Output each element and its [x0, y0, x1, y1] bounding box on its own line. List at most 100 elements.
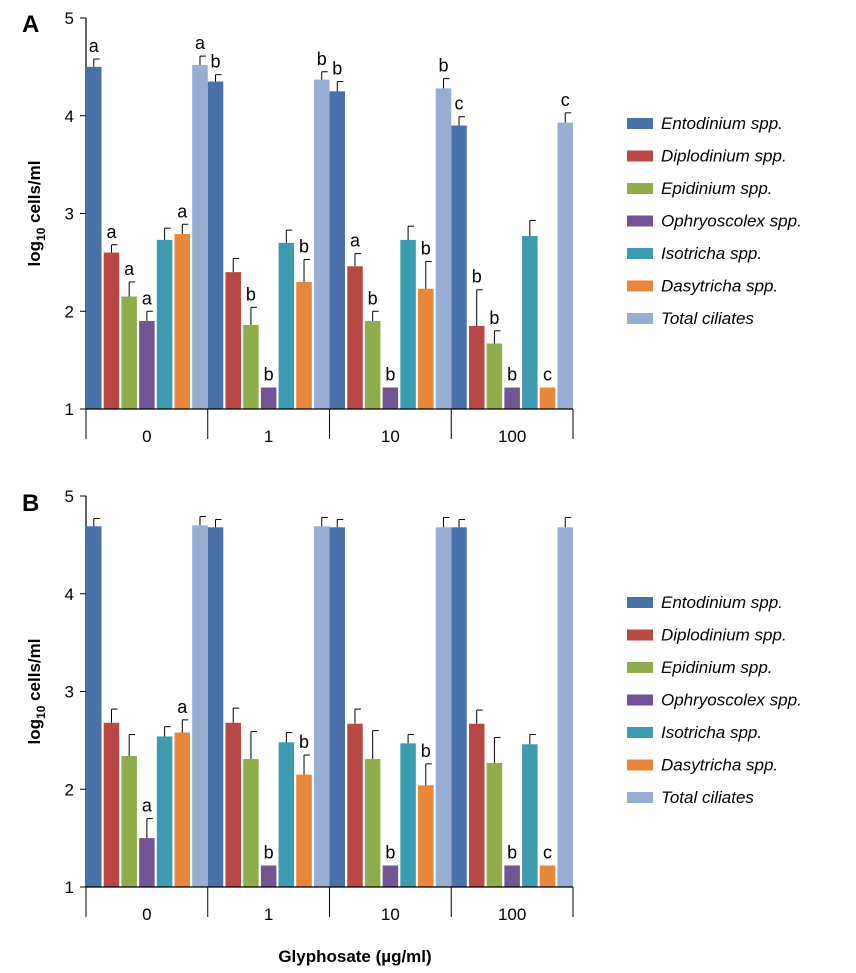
significance-label: a	[142, 796, 153, 816]
bar	[539, 387, 556, 409]
significance-label: a	[350, 231, 361, 251]
legend-swatch	[627, 694, 653, 706]
legend-swatch	[627, 183, 653, 194]
y-tick-label: 5	[65, 9, 74, 28]
bar	[329, 91, 346, 409]
significance-label: b	[317, 49, 327, 69]
significance-label: c	[543, 364, 552, 384]
bar	[435, 88, 452, 409]
legend-swatch	[627, 597, 653, 608]
bar	[522, 235, 538, 409]
y-tick-label: 2	[65, 780, 74, 799]
y-axis-label-rest: cells/ml	[25, 161, 44, 228]
bar	[486, 762, 503, 887]
y-axis-label-sub: 10	[34, 705, 48, 719]
bar	[504, 387, 520, 409]
legend-swatch	[627, 629, 653, 641]
significance-label: b	[299, 732, 309, 752]
bar	[207, 81, 224, 409]
bar	[156, 736, 173, 887]
bar	[400, 239, 416, 409]
bar	[557, 122, 573, 409]
bar	[347, 723, 363, 887]
bar	[313, 79, 330, 410]
significance-label: a	[177, 201, 188, 221]
x-tick-label: 100	[498, 427, 526, 446]
significance-label: b	[472, 267, 482, 287]
bar	[192, 525, 208, 887]
significance-label: a	[142, 288, 153, 308]
y-tick-label: 1	[65, 878, 74, 897]
legend-label: Total ciliates	[661, 309, 754, 328]
legend-label: Dasytricha spp.	[661, 277, 778, 296]
bar	[121, 756, 137, 887]
x-tick-label: 100	[498, 905, 526, 924]
bar	[329, 527, 346, 887]
bar	[451, 527, 467, 887]
legend-label: Ophryoscolex spp.	[661, 691, 802, 710]
significance-label: b	[421, 238, 431, 258]
significance-label: b	[264, 842, 274, 862]
significance-label: b	[489, 308, 499, 328]
significance-label: b	[211, 52, 221, 72]
significance-label: c	[561, 90, 570, 110]
legend-swatch	[627, 118, 653, 129]
legend-label: Epidinium spp.	[661, 179, 773, 198]
significance-label: b	[246, 284, 256, 304]
legend-swatch	[627, 662, 653, 673]
x-tick-label: 0	[142, 427, 151, 446]
legend-swatch	[627, 313, 653, 324]
bar	[192, 64, 208, 410]
bar	[243, 324, 259, 409]
bar	[121, 296, 137, 409]
bar	[174, 234, 191, 409]
bar	[86, 526, 102, 887]
legend-swatch	[627, 792, 653, 803]
bar	[468, 325, 485, 409]
y-tick-label: 4	[65, 585, 74, 604]
bar	[400, 743, 416, 887]
bar	[156, 239, 173, 409]
bar	[539, 865, 556, 887]
y-tick-label: 2	[65, 302, 74, 321]
bar	[243, 758, 259, 887]
y-axis-label: log10 cells/ml	[25, 639, 48, 745]
y-axis-label: log10 cells/ml	[25, 161, 48, 267]
bar	[418, 288, 434, 409]
bar	[522, 744, 538, 887]
y-axis-label-rest: cells/ml	[25, 639, 44, 706]
significance-label: b	[507, 364, 517, 384]
significance-label: a	[124, 259, 135, 279]
significance-label: b	[264, 364, 274, 384]
bar	[451, 125, 467, 410]
bar	[103, 722, 120, 887]
significance-label: b	[368, 288, 378, 308]
legend-swatch	[627, 248, 653, 259]
bar	[103, 252, 120, 409]
bar	[364, 321, 381, 409]
bar	[382, 865, 399, 887]
x-tick-label: 0	[142, 905, 151, 924]
y-tick-label: 3	[65, 683, 74, 702]
significance-label: c	[455, 94, 464, 114]
panel-label: B	[22, 490, 39, 517]
y-axis-label-sub: 10	[34, 227, 48, 241]
bar	[418, 785, 434, 887]
legend-label: Diplodinium spp.	[661, 147, 787, 166]
x-tick-label: 10	[381, 905, 400, 924]
y-axis-label-main: log	[25, 719, 44, 745]
panel-label: A	[22, 11, 39, 38]
significance-label: b	[385, 842, 395, 862]
y-axis-label-main: log	[25, 241, 44, 267]
bar	[278, 742, 295, 887]
bar	[486, 343, 503, 409]
significance-label: b	[507, 842, 517, 862]
legend-swatch	[627, 150, 653, 162]
significance-label: b	[385, 364, 395, 384]
bar	[225, 272, 241, 409]
y-tick-label: 4	[65, 107, 74, 126]
bar	[382, 387, 399, 409]
